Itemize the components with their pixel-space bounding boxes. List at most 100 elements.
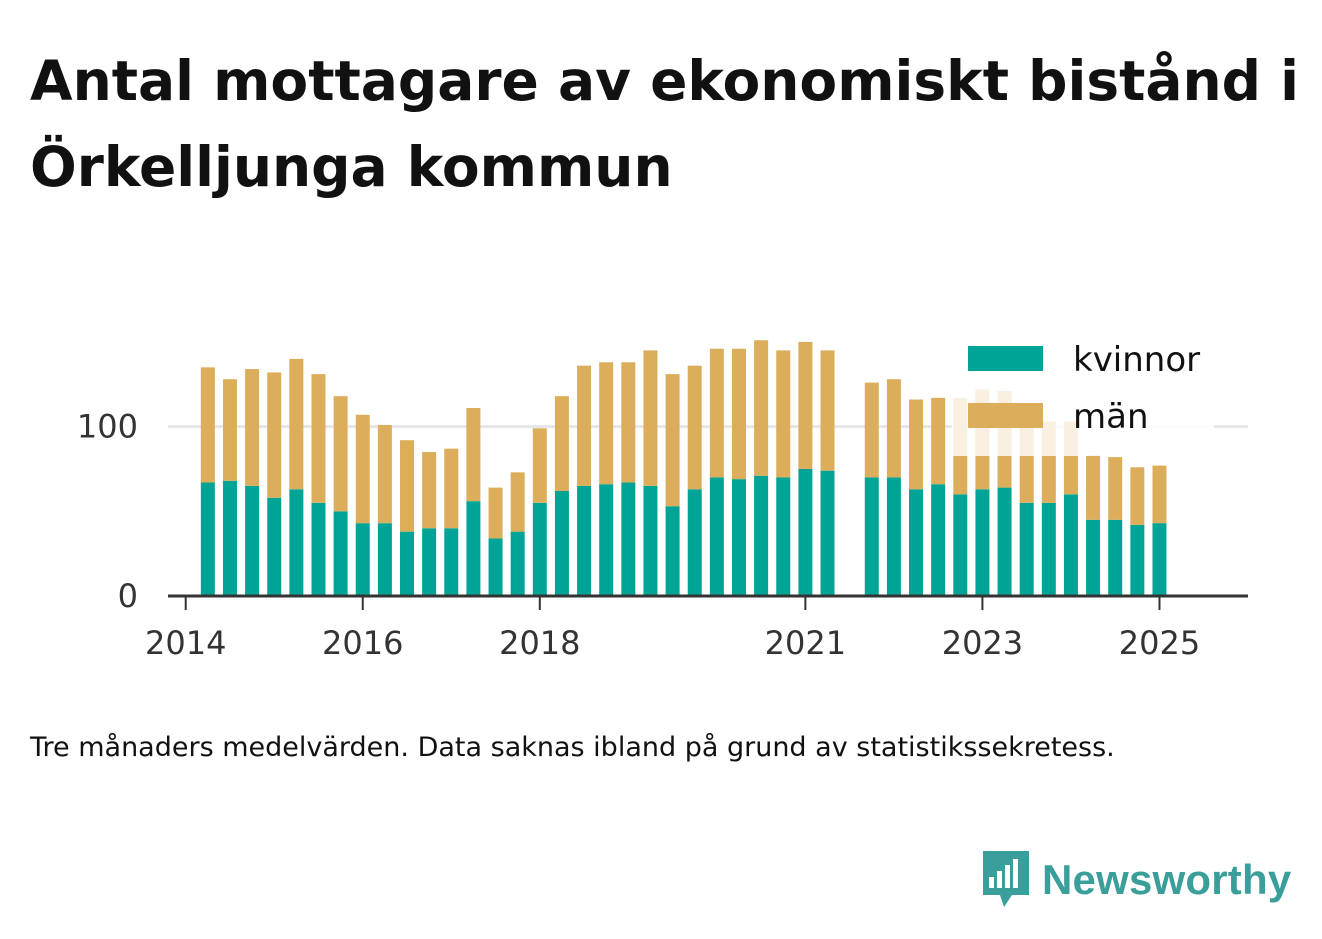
bar-kvinnor bbox=[621, 482, 636, 596]
bar-kvinnor bbox=[953, 494, 968, 596]
legend-label-män: män bbox=[1073, 397, 1149, 437]
bar-kvinnor bbox=[200, 482, 215, 596]
bar-man bbox=[820, 350, 835, 471]
bar-kvinnor bbox=[709, 477, 724, 596]
legend-swatch-kvinnor bbox=[968, 346, 1043, 371]
brand-logo[interactable]: Newsworthy bbox=[980, 848, 1291, 912]
bar-man bbox=[510, 472, 525, 532]
bar-kvinnor bbox=[311, 502, 326, 596]
bar-kvinnor bbox=[643, 485, 658, 596]
bar-man bbox=[731, 348, 746, 480]
bar-kvinnor bbox=[333, 511, 348, 596]
bar-kvinnor bbox=[267, 497, 282, 596]
bar-kvinnor bbox=[599, 484, 614, 596]
bar-man bbox=[400, 440, 415, 532]
bar-man bbox=[422, 452, 437, 529]
bar-kvinnor bbox=[222, 480, 237, 596]
bar-kvinnor bbox=[1063, 494, 1078, 596]
bar-kvinnor bbox=[909, 489, 924, 596]
bar-kvinnor bbox=[245, 485, 260, 596]
bar-man bbox=[1108, 457, 1123, 520]
bar-man bbox=[643, 350, 658, 486]
legend: kvinnor män bbox=[952, 330, 1214, 456]
bar-kvinnor bbox=[820, 470, 835, 596]
bar-man bbox=[886, 379, 901, 478]
newsworthy-chart-icon bbox=[983, 851, 1029, 907]
bar-kvinnor bbox=[1130, 524, 1145, 596]
bar-kvinnor bbox=[444, 528, 459, 596]
bar-man bbox=[709, 348, 724, 478]
bar-kvinnor bbox=[577, 485, 592, 596]
bar-kvinnor bbox=[975, 489, 990, 596]
brand-name: Newsworthy bbox=[1042, 856, 1292, 903]
bar-man bbox=[355, 414, 370, 524]
bar-kvinnor bbox=[776, 477, 791, 596]
y-tick-label-100: 100 bbox=[77, 408, 138, 446]
bar-kvinnor bbox=[1152, 523, 1167, 596]
x-tick-label-2021: 2021 bbox=[765, 624, 846, 662]
y-tick-label-0: 0 bbox=[118, 577, 138, 615]
legend-swatch-män bbox=[968, 403, 1043, 428]
bar-man bbox=[798, 341, 813, 469]
bar-man bbox=[599, 362, 614, 485]
x-tick-label-2023: 2023 bbox=[942, 624, 1023, 662]
bar-man bbox=[222, 379, 237, 481]
bar-man bbox=[931, 397, 946, 485]
x-tick-label-2014: 2014 bbox=[145, 624, 226, 662]
bar-man bbox=[1130, 467, 1145, 525]
bar-man bbox=[377, 424, 392, 524]
chart-title: Antal mottagare av ekonomiskt bistånd i … bbox=[30, 49, 1300, 199]
bar-man bbox=[289, 358, 304, 490]
bar-man bbox=[554, 396, 569, 491]
legend-label-kvinnor: kvinnor bbox=[1073, 340, 1200, 380]
bar-kvinnor bbox=[798, 468, 813, 596]
bar-man bbox=[466, 407, 481, 502]
bar-kvinnor bbox=[488, 538, 503, 596]
stacked-bar-chart: kvinnor män 0 100 2014 2016 2018 2021 2023 2025 bbox=[76, 330, 1248, 662]
bar-kvinnor bbox=[289, 489, 304, 596]
bar-man bbox=[665, 374, 680, 507]
bar-kvinnor bbox=[355, 523, 370, 596]
bar-kvinnor bbox=[466, 501, 481, 596]
bar-man bbox=[532, 428, 547, 503]
bar-man bbox=[311, 374, 326, 503]
bar-man bbox=[776, 350, 791, 478]
bar-man bbox=[1086, 455, 1101, 520]
bar-kvinnor bbox=[731, 479, 746, 596]
bar-kvinnor bbox=[665, 506, 680, 596]
footnote: Tre månaders medelvärden. Data saknas ib… bbox=[30, 732, 1115, 763]
bar-man bbox=[909, 399, 924, 490]
x-tick-label-2025: 2025 bbox=[1119, 624, 1200, 662]
bar-kvinnor bbox=[554, 490, 569, 596]
bar-man bbox=[577, 365, 592, 486]
bar-man bbox=[245, 369, 260, 486]
bar-kvinnor bbox=[532, 502, 547, 596]
bar-man bbox=[754, 340, 769, 476]
bar-man bbox=[444, 448, 459, 529]
bar-man bbox=[1152, 465, 1167, 524]
bar-kvinnor bbox=[1019, 502, 1034, 596]
bar-man bbox=[200, 367, 215, 483]
bar-man bbox=[488, 487, 503, 539]
bar-kvinnor bbox=[1086, 519, 1101, 596]
bar-kvinnor bbox=[864, 477, 879, 596]
bar-man bbox=[687, 365, 702, 490]
bar-kvinnor bbox=[754, 475, 769, 596]
bar-kvinnor bbox=[931, 484, 946, 596]
bar-kvinnor bbox=[1108, 519, 1123, 596]
bar-kvinnor bbox=[886, 477, 901, 596]
x-tick-label-2016: 2016 bbox=[322, 624, 403, 662]
bar-man bbox=[267, 372, 282, 498]
bar-kvinnor bbox=[422, 528, 437, 596]
bar-kvinnor bbox=[687, 489, 702, 596]
bar-kvinnor bbox=[1041, 502, 1056, 596]
axes: 0 100 2014 2016 2018 2021 2023 2025 bbox=[77, 408, 1248, 662]
bar-kvinnor bbox=[377, 523, 392, 596]
bar-man bbox=[621, 362, 636, 483]
bar-kvinnor bbox=[400, 531, 415, 596]
bar-man bbox=[333, 396, 348, 512]
bar-kvinnor bbox=[510, 531, 525, 596]
bar-man bbox=[864, 382, 879, 478]
bar-kvinnor bbox=[997, 487, 1012, 596]
x-tick-label-2018: 2018 bbox=[499, 624, 580, 662]
